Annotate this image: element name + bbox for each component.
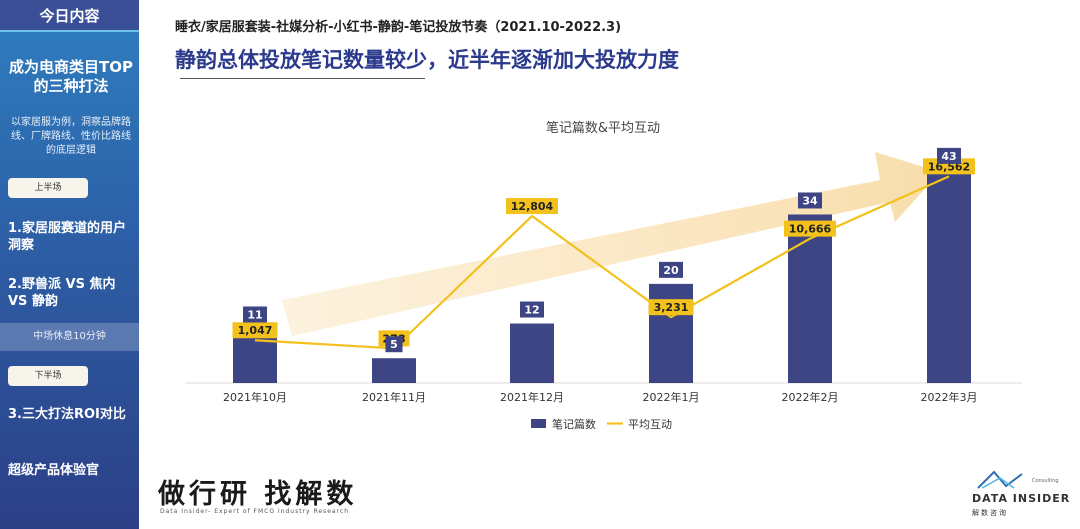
bar-label-box-3 — [520, 301, 544, 318]
brand-logo: Consulting DATA INSIDER 解数咨询 — [966, 466, 1069, 522]
line-label-box-3 — [506, 198, 558, 215]
sidebar-item-1[interactable]: 1.家居服赛道的用户洞察 — [8, 221, 126, 253]
line-label-box-4 — [648, 299, 694, 316]
logo-mark-icon — [977, 470, 1023, 489]
line-value-label-4: 3,231 — [654, 301, 689, 314]
line-value-label-5: 10,666 — [789, 223, 832, 236]
legend-bar-swatch — [531, 419, 546, 428]
x-tick-label-6: 2022年3月 — [921, 390, 978, 404]
bar-value-label-4: 20 — [663, 264, 679, 277]
line-label-box-5 — [784, 220, 836, 237]
x-tick-label-2: 2021年11月 — [362, 390, 426, 404]
sidebar-description: 以家居服为例，洞察品牌路线、厂牌路线、性价比路线的底层逻辑 — [11, 117, 131, 156]
bar-3 — [510, 323, 554, 383]
brand-slogan: 做行研 找解数 — [158, 479, 358, 510]
bar-label-box-5 — [798, 192, 822, 209]
x-tick-label-5: 2022年2月 — [782, 390, 839, 404]
brand-name: DATA INSIDER — [972, 492, 1071, 505]
page-subtitle: 睡衣/家居服套装-社媒分析-小红书-静韵-笔记投放节奏（2021.10-2022… — [175, 20, 622, 35]
sidebar: 今日内容 成为电商类目TOP的三种打法 以家居服为例，洞察品牌路线、厂牌路线、性… — [0, 0, 139, 529]
bar-label-box-1 — [243, 306, 267, 323]
bar-2 — [372, 358, 416, 383]
bar-label-box-4 — [659, 261, 683, 278]
title-divider — [180, 78, 425, 79]
line-value-label-1: 1,047 — [238, 324, 273, 337]
bar-4 — [649, 283, 693, 383]
bar-5 — [788, 214, 832, 383]
line-label-box-6 — [923, 158, 975, 175]
x-tick-label-4: 2022年1月 — [643, 390, 700, 404]
sidebar-item-2[interactable]: 2.野兽派 VS 焦内 VS 静韵 — [8, 277, 116, 309]
chart-title: 笔记篇数&平均互动 — [546, 120, 660, 136]
x-tick-label-1: 2021年10月 — [223, 390, 287, 404]
bar-label-box-6 — [937, 147, 961, 164]
trend-arrow — [282, 152, 940, 336]
bar-value-label-1: 11 — [247, 308, 262, 321]
first-half-pill: 上半场 — [8, 178, 88, 198]
legend-bar-label: 笔记篇数 — [552, 417, 596, 431]
sidebar-item-3[interactable]: 3.三大打法ROI对比 — [8, 407, 126, 422]
bar-value-label-2: 5 — [390, 338, 398, 351]
x-tick-label-3: 2021年12月 — [500, 390, 564, 404]
sidebar-title: 成为电商类目TOP的三种打法 — [9, 58, 133, 95]
bar-value-label-3: 12 — [524, 304, 539, 317]
sidebar-header: 今日内容 — [0, 0, 139, 32]
legend-line-label: 平均互动 — [628, 418, 672, 431]
sidebar-item-4[interactable]: 超级产品体验官 — [8, 463, 100, 478]
line-value-label-3: 12,804 — [511, 200, 554, 213]
line-label-box-1 — [232, 322, 278, 339]
brand-tag: Consulting — [1032, 478, 1059, 484]
brand-name-cn: 解数咨询 — [972, 509, 1008, 517]
legend: 笔记篇数 平均互动 — [531, 417, 672, 431]
bar-label-box-2 — [385, 336, 403, 353]
bar-6 — [927, 169, 971, 383]
bar-value-label-5: 34 — [802, 194, 818, 207]
break-label: 中场休息10分钟 — [0, 323, 139, 351]
second-half-pill: 下半场 — [8, 366, 88, 386]
brand-slogan-sub: Data Insider- Expert of FMCG Industry Re… — [160, 508, 349, 515]
bar-value-label-6: 43 — [941, 150, 956, 163]
page-title: 静韵总体投放笔记数量较少，近半年逐渐加大投放力度 — [175, 48, 679, 72]
